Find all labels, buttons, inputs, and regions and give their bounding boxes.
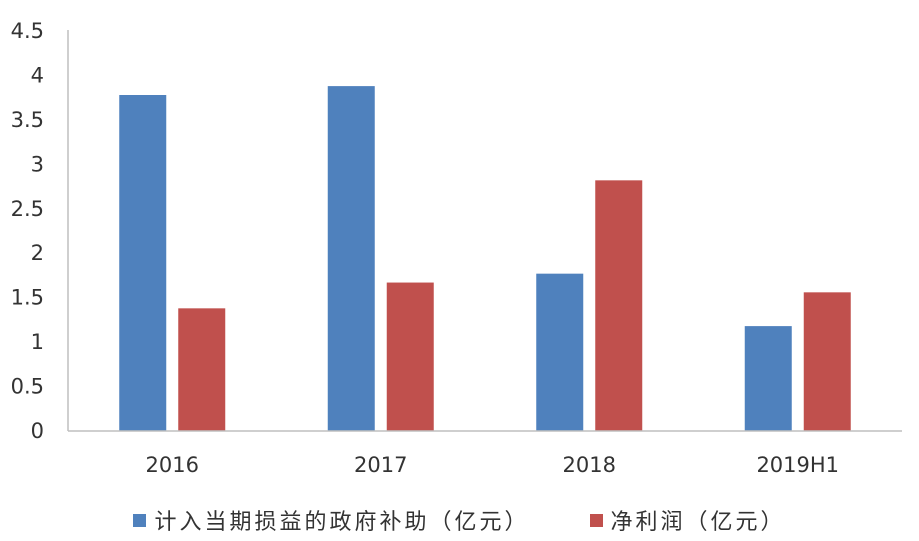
x-axis-ticks: 2016 2017 2018 2019H1 [146, 453, 840, 477]
y-tick-label: 1.5 [11, 286, 44, 310]
legend-item-subsidy: 计入当期损益的政府补助（亿元） [133, 504, 529, 536]
legend: 计入当期损益的政府补助（亿元） 净利润（亿元） [0, 503, 919, 537]
bar-subsidy-2019H1 [744, 326, 792, 431]
y-tick-label: 0.5 [11, 375, 44, 399]
y-tick-label: 4.5 [11, 19, 44, 43]
bar-net-profit-2018 [595, 180, 643, 431]
x-tick-label: 2018 [563, 453, 616, 477]
legend-swatch-subsidy [133, 513, 147, 527]
bar-net-profit-2016 [178, 308, 226, 431]
y-tick-label: 0 [31, 419, 44, 443]
legend-item-net-profit: 净利润（亿元） [589, 504, 786, 536]
bar-net-profit-2017 [386, 282, 434, 431]
y-tick-label: 3 [31, 152, 44, 176]
bar-subsidy-2016 [119, 95, 167, 431]
bar-subsidy-2018 [536, 273, 584, 431]
y-tick-label: 1 [31, 330, 44, 354]
y-tick-label: 3.5 [11, 108, 44, 132]
x-tick-label: 2017 [354, 453, 407, 477]
legend-label-net-profit: 净利润（亿元） [610, 510, 786, 535]
bars [119, 86, 851, 431]
y-axis-ticks: 0 0.5 1 1.5 2 2.5 3 3.5 4 4.5 [11, 19, 44, 443]
bar-net-profit-2019H1 [803, 292, 851, 431]
bar-subsidy-2017 [327, 86, 375, 431]
legend-swatch-net-profit [589, 513, 603, 527]
legend-label-subsidy: 计入当期损益的政府补助（亿元） [154, 510, 530, 535]
x-tick-label: 2019H1 [756, 453, 839, 477]
bar-chart: 0 0.5 1 1.5 2 2.5 3 3.5 4 4.5 2016 2017 2018 2019H1 [11, 19, 902, 477]
y-tick-label: 2 [31, 241, 44, 265]
y-tick-label: 4 [31, 63, 44, 87]
x-tick-label: 2016 [146, 453, 199, 477]
y-tick-label: 2.5 [11, 197, 44, 221]
